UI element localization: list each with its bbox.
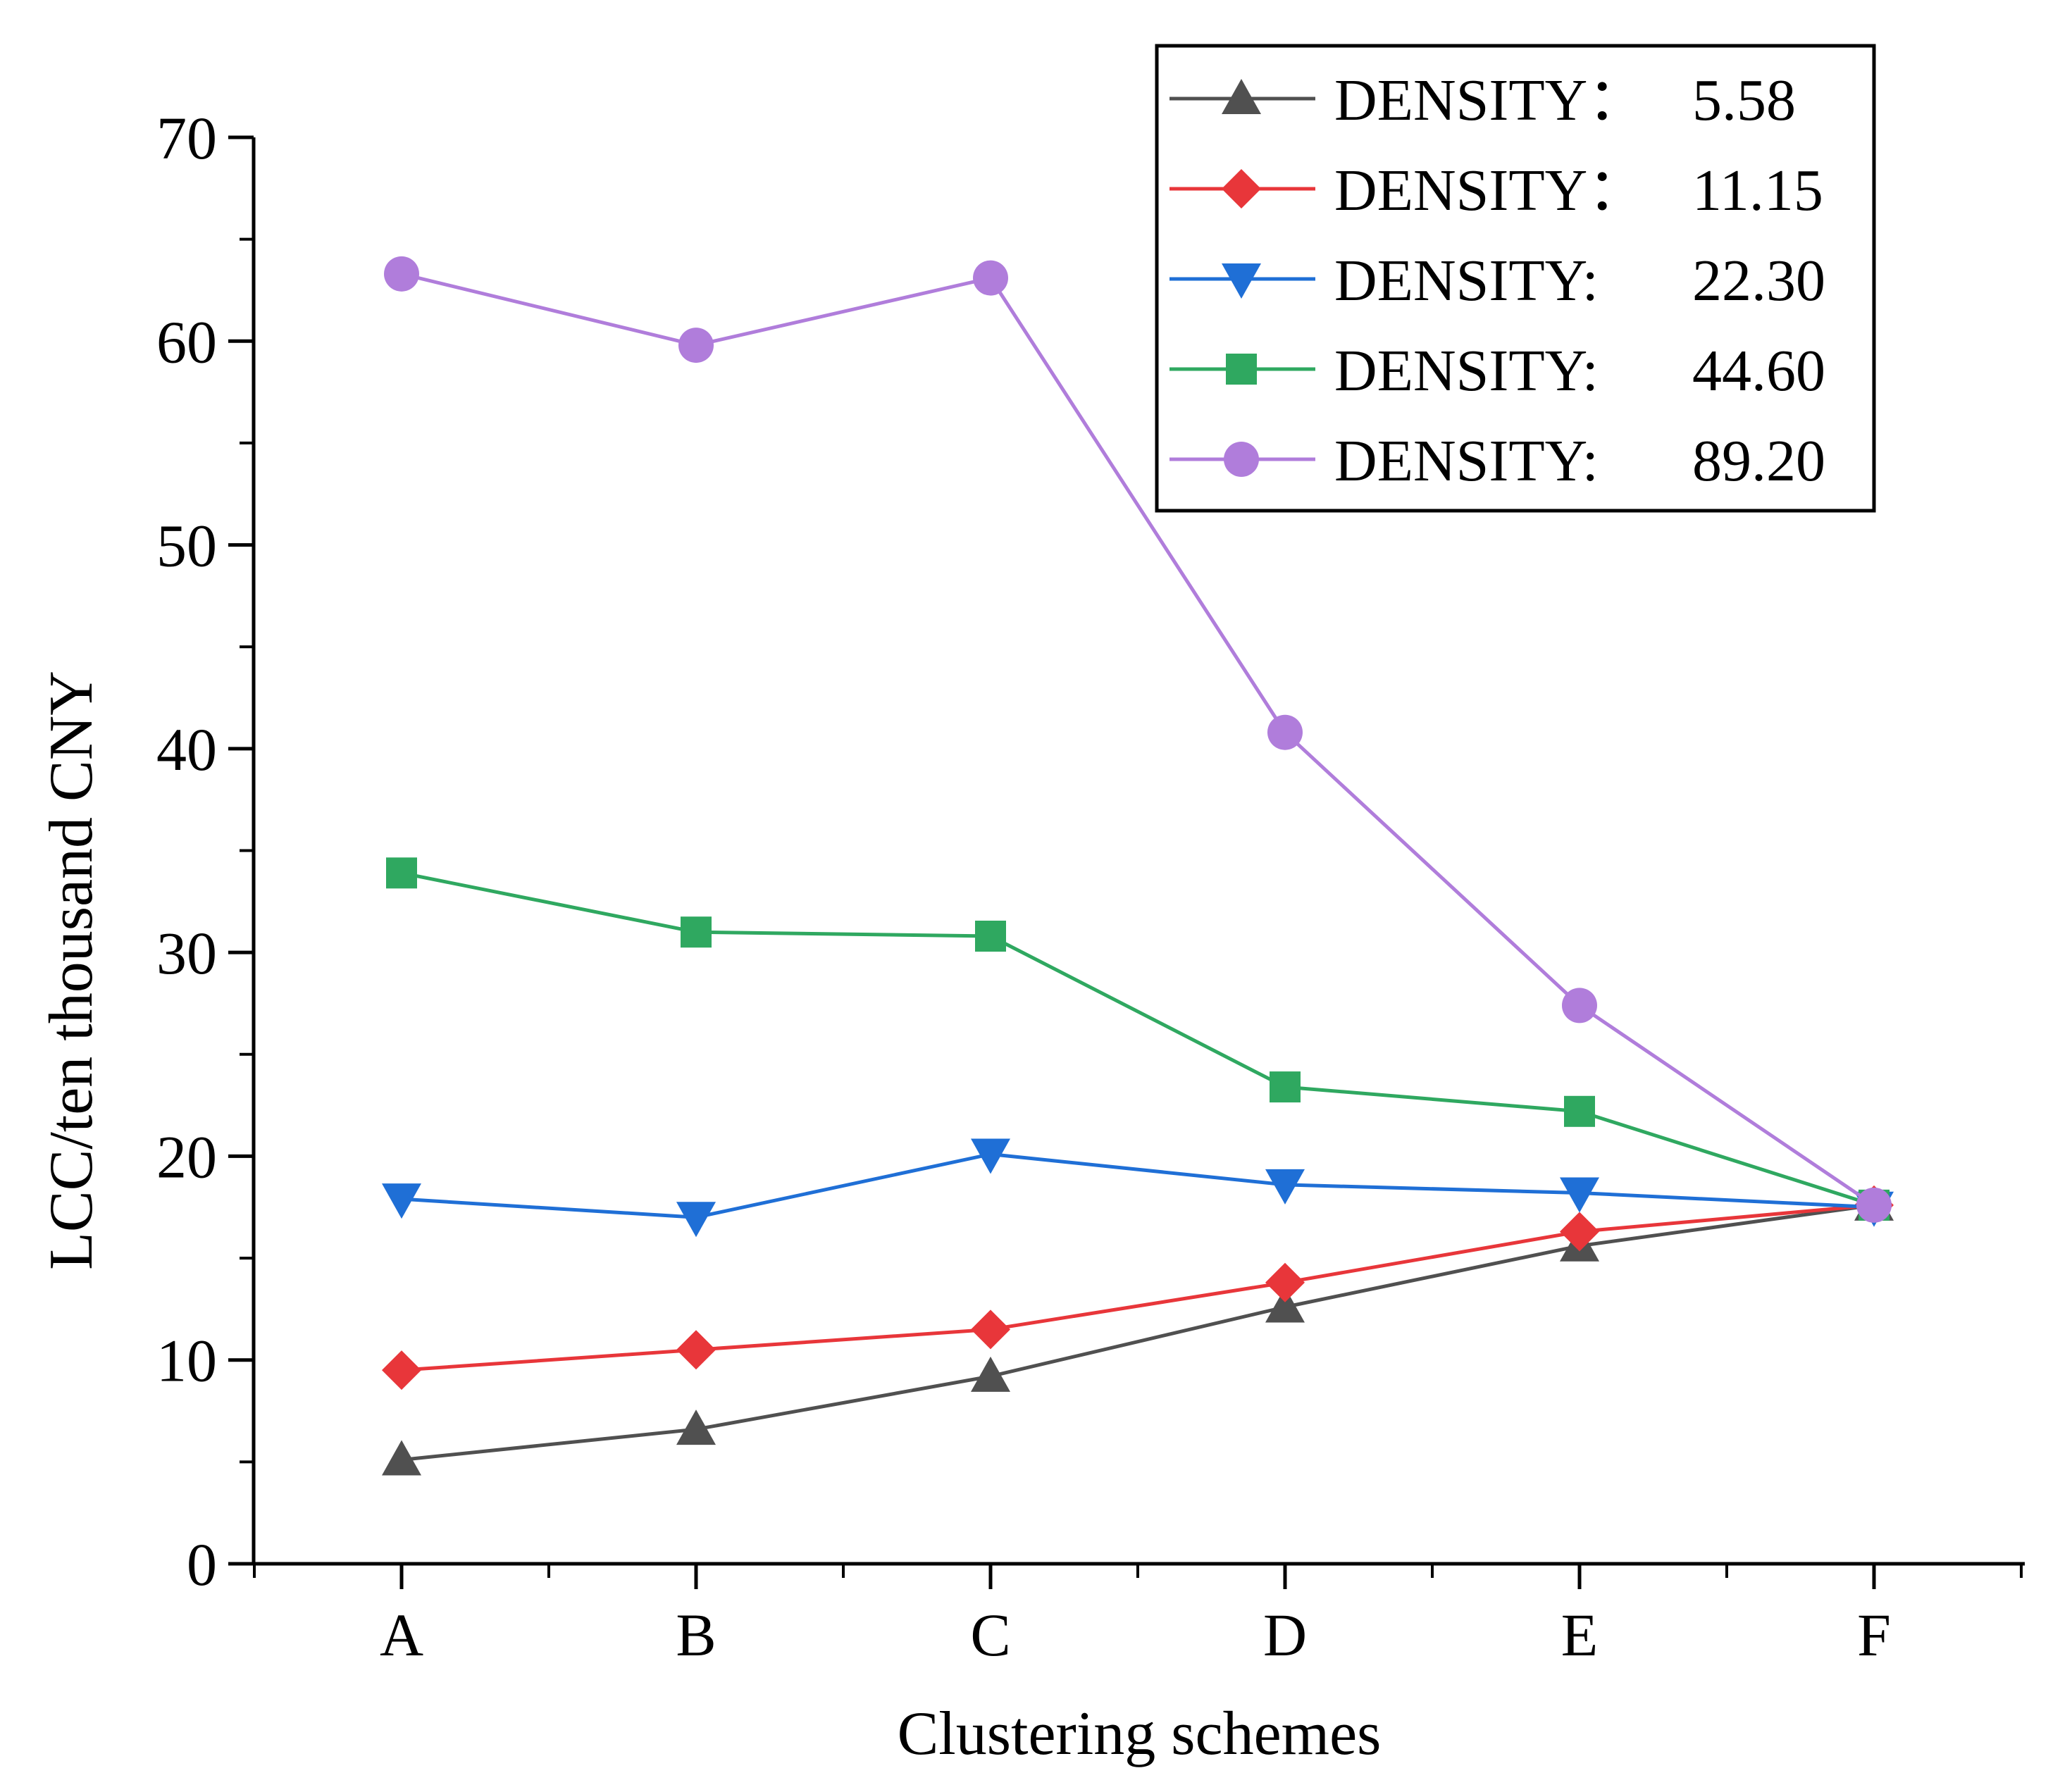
x-axis-title: Clustering schemes <box>898 1700 1382 1768</box>
y-tick-label: 0 <box>187 1531 217 1598</box>
data-point <box>676 1202 716 1237</box>
legend-label: DENSITY： <box>1334 158 1646 223</box>
legend-label: DENSITY: <box>1334 338 1599 404</box>
legend-value: 44.60 <box>1692 338 1825 404</box>
legend: DENSITY： 5.58 DENSITY： 11.15 DENSITY: 22.30 DE… <box>1157 46 1874 511</box>
data-point <box>676 1330 716 1369</box>
x-tick-label: F <box>1857 1601 1891 1669</box>
data-point <box>681 916 712 947</box>
series-5-58 <box>382 1186 1894 1476</box>
legend-value: 89.20 <box>1692 428 1825 494</box>
data-point <box>384 256 419 292</box>
legend-value: 11.15 <box>1692 158 1823 223</box>
legend-marker <box>1226 354 1257 385</box>
series-11-15 <box>382 1186 1894 1390</box>
y-tick-label: 30 <box>156 919 217 987</box>
x-tick-label: D <box>1263 1601 1307 1669</box>
x-tick-label: A <box>380 1601 423 1669</box>
data-point <box>386 857 417 888</box>
y-tick-label: 40 <box>156 716 217 783</box>
data-point <box>973 261 1008 296</box>
series-line <box>402 1205 1874 1370</box>
data-point <box>382 1350 421 1390</box>
data-point <box>678 328 714 363</box>
data-point <box>1267 715 1303 750</box>
data-point <box>1564 1096 1595 1127</box>
y-tick-label: 20 <box>156 1123 217 1190</box>
y-tick-label: 50 <box>156 512 217 580</box>
data-point <box>1265 1263 1305 1302</box>
series-line <box>402 873 1874 1205</box>
series-line <box>402 1155 1874 1218</box>
x-tick-label: B <box>676 1601 716 1669</box>
legend-label: DENSITY： <box>1334 68 1646 133</box>
legend-label: DENSITY: <box>1334 428 1599 494</box>
legend-value: 22.30 <box>1692 248 1825 313</box>
series-44-60 <box>386 857 1890 1221</box>
y-tick-label: 10 <box>156 1327 217 1395</box>
data-point <box>1856 1188 1892 1223</box>
y-tick-label: 60 <box>156 308 217 375</box>
data-point <box>971 1309 1010 1349</box>
y-tick-label: 70 <box>156 104 217 172</box>
y-axis-title: LCC/ten thousand CNY <box>37 671 106 1270</box>
data-point <box>975 921 1006 952</box>
legend-marker <box>1224 442 1259 477</box>
legend-label: DENSITY: <box>1334 248 1599 313</box>
data-point <box>1562 988 1597 1023</box>
legend-value: 5.58 <box>1692 68 1796 133</box>
series-line <box>402 1205 1874 1460</box>
data-point <box>1270 1071 1301 1102</box>
x-tick-label: E <box>1561 1601 1599 1669</box>
x-tick-label: C <box>970 1601 1010 1669</box>
